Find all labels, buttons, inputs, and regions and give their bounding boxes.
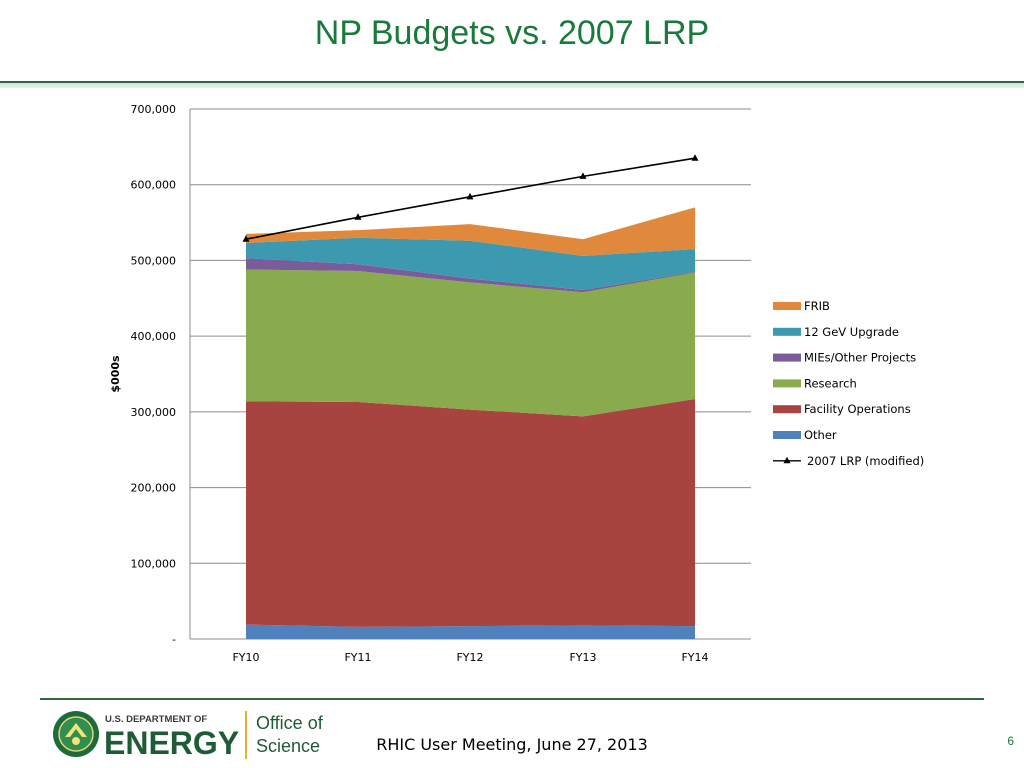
x-tick-label: FY12 (456, 651, 483, 664)
title-divider (0, 81, 1024, 88)
x-tick-label: FY11 (344, 651, 371, 664)
area-facility-operations (246, 399, 695, 627)
logo-department-line: U.S. DEPARTMENT OF (105, 714, 207, 725)
area-other (246, 624, 695, 639)
legend-label: 12 GeV Upgrade (804, 325, 899, 339)
legend-label: FRIB (804, 299, 830, 313)
slide-title: NP Budgets vs. 2007 LRP (314, 14, 710, 52)
y-tick-label: 500,000 (131, 254, 177, 267)
legend-swatch-12-gev-upgrade (773, 327, 801, 336)
area-research (246, 269, 695, 417)
legend-label: Other (804, 428, 837, 442)
lrp-point (354, 213, 362, 220)
y-tick-label: 600,000 (131, 179, 177, 192)
y-tick-label: 400,000 (131, 330, 177, 343)
y-tick-label: 300,000 (131, 406, 177, 419)
legend-label: 2007 LRP (modified) (807, 454, 924, 468)
lrp-point (579, 172, 587, 179)
legend-swatch-facility-operations (773, 405, 801, 414)
lrp-point (691, 154, 699, 161)
legend-swatch-other (773, 431, 801, 439)
x-tick-label: FY14 (681, 651, 708, 664)
y-tick-label: 100,000 (131, 557, 177, 570)
legend-label: Research (804, 376, 857, 390)
chart-lrp-line (242, 154, 699, 242)
legend-swatch-frib (773, 302, 801, 310)
logo-office-line1: Office of (256, 713, 324, 733)
doe-seal-icon (53, 711, 99, 757)
lrp-point (242, 235, 250, 242)
legend-label: Facility Operations (804, 402, 911, 416)
lrp-point (466, 192, 474, 200)
legend-marker-lrp (783, 456, 791, 464)
budget-chart: - 100,000 200,000 300,000 400,000 500,000 600,… (109, 103, 924, 664)
x-tick-label: FY10 (232, 651, 259, 664)
footer-divider (40, 698, 984, 700)
legend-swatch-research (773, 379, 801, 388)
legend-swatch-mies-other-projects (773, 353, 801, 362)
y-tick-label: 200,000 (131, 482, 177, 495)
chart-legend: FRIB 12 GeV Upgrade MIEs/Other Projects Res… (773, 299, 924, 468)
logo-office-line2: Science (256, 736, 320, 756)
area-frib (246, 207, 695, 256)
y-tick-label: - (172, 633, 176, 646)
x-tick-label: FY13 (569, 651, 596, 664)
legend-label: MIEs/Other Projects (804, 351, 916, 365)
footer-meeting-text: RHIC User Meeting, June 27, 2013 (376, 735, 648, 754)
y-tick-label: 700,000 (131, 103, 177, 116)
y-axis-label: $000s (109, 355, 122, 393)
chart-areas (246, 207, 695, 639)
logo-energy-word: ENERGY (104, 725, 239, 761)
chart-axes: - 100,000 200,000 300,000 400,000 500,000 600,… (109, 103, 709, 664)
area-mies-other-projects (246, 258, 695, 293)
page-number: 6 (1007, 734, 1014, 748)
doe-office-of-science-logo: U.S. DEPARTMENT OF ENERGY Office of Scie… (53, 711, 324, 761)
area-12-gev-upgrade (246, 237, 695, 290)
